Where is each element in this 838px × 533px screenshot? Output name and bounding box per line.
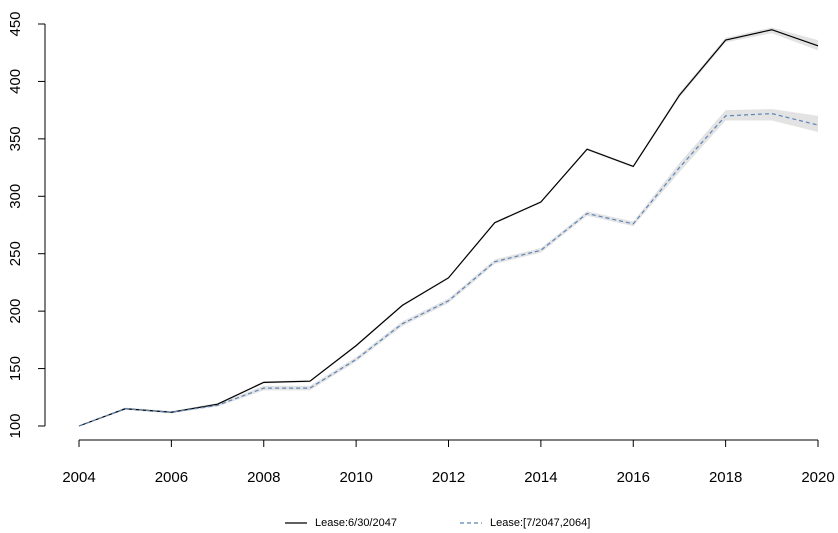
- y-tick-label: 400: [7, 69, 24, 94]
- series-line: [78, 112, 819, 427]
- confidence-band: [79, 27, 818, 427]
- y-tick-label: 100: [7, 413, 24, 438]
- confidence-band: [79, 108, 818, 426]
- x-tick-label: 2018: [709, 469, 742, 486]
- x-tick-label: 2020: [801, 469, 834, 486]
- legend-label: Lease:6/30/2047: [315, 517, 397, 529]
- x-tick-label: 2008: [247, 469, 280, 486]
- y-tick-label: 250: [7, 241, 24, 266]
- x-tick-label: 2012: [432, 469, 465, 486]
- x-tick-label: 2004: [62, 469, 95, 486]
- y-tick-label: 150: [7, 356, 24, 381]
- x-tick-label: 2010: [339, 469, 372, 486]
- series-line: [78, 29, 819, 427]
- y-tick-label: 300: [7, 184, 24, 209]
- legend-label: Lease:[7/2047,2064]: [490, 517, 590, 529]
- x-tick-label: 2006: [155, 469, 188, 486]
- x-tick-label: 2014: [524, 469, 557, 486]
- y-tick-label: 200: [7, 299, 24, 324]
- y-tick-label: 350: [7, 126, 24, 151]
- y-tick-label: 450: [7, 11, 24, 36]
- x-tick-label: 2016: [617, 469, 650, 486]
